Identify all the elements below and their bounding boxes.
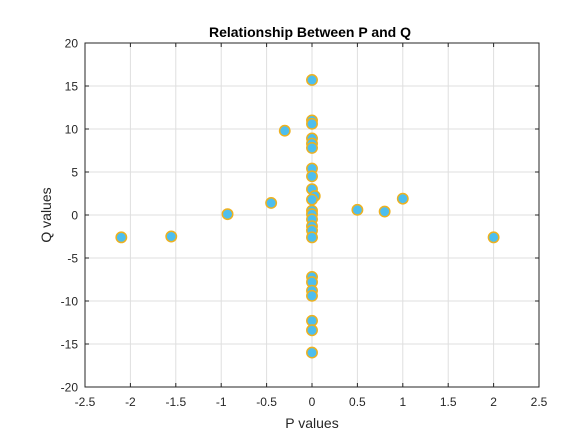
- y-axis-label: Q values: [38, 187, 54, 242]
- x-tick-label: -0.5: [256, 395, 277, 409]
- data-point: [165, 230, 178, 243]
- data-point: [306, 231, 318, 244]
- data-point: [306, 74, 318, 86]
- data-point: [306, 324, 318, 337]
- data-point: [306, 170, 318, 183]
- y-tick-labels: -20 -15 -10 -5 0 5 10 15 20: [61, 37, 79, 395]
- data-point: [221, 208, 234, 221]
- data-point: [378, 205, 391, 218]
- x-tick-label: -1: [216, 395, 227, 409]
- data-point: [265, 197, 278, 209]
- data-point: [306, 289, 318, 302]
- x-tick-label: 0.5: [349, 395, 366, 409]
- data-point: [487, 231, 500, 244]
- data-point: [278, 124, 291, 137]
- y-tick-label: 15: [65, 80, 79, 94]
- y-tick-label: -20: [61, 381, 79, 395]
- data-points: [115, 74, 500, 359]
- x-tick-label: 2: [490, 395, 497, 409]
- data-point: [306, 193, 318, 206]
- y-tick-label: 5: [71, 166, 78, 180]
- y-tick-label: -15: [61, 338, 79, 352]
- data-point: [396, 192, 409, 205]
- axis-ticks: [84, 42, 540, 388]
- y-tick-label: -10: [61, 295, 79, 309]
- x-tick-label: -2.5: [75, 395, 96, 409]
- data-point: [306, 346, 318, 359]
- x-axis-label: P values: [285, 415, 338, 431]
- data-point: [115, 231, 128, 244]
- y-tick-label: 20: [65, 37, 79, 51]
- x-tick-label: 1: [399, 395, 406, 409]
- y-tick-label: 0: [71, 209, 78, 223]
- x-tick-label: -2: [125, 395, 136, 409]
- x-tick-labels: -2.5 -2 -1.5 -1 -0.5 0 0.5 1 1.5 2 2.5: [75, 395, 548, 409]
- x-tick-label: 0: [309, 395, 316, 409]
- data-point: [306, 117, 318, 130]
- y-tick-label: 10: [65, 123, 79, 137]
- x-tick-label: 1.5: [440, 395, 457, 409]
- y-tick-label: -5: [67, 252, 78, 266]
- chart-title: Relationship Between P and Q: [209, 24, 411, 40]
- data-point: [351, 203, 364, 216]
- x-tick-label: -1.5: [165, 395, 186, 409]
- x-tick-label: 2.5: [531, 395, 548, 409]
- data-point: [306, 141, 318, 154]
